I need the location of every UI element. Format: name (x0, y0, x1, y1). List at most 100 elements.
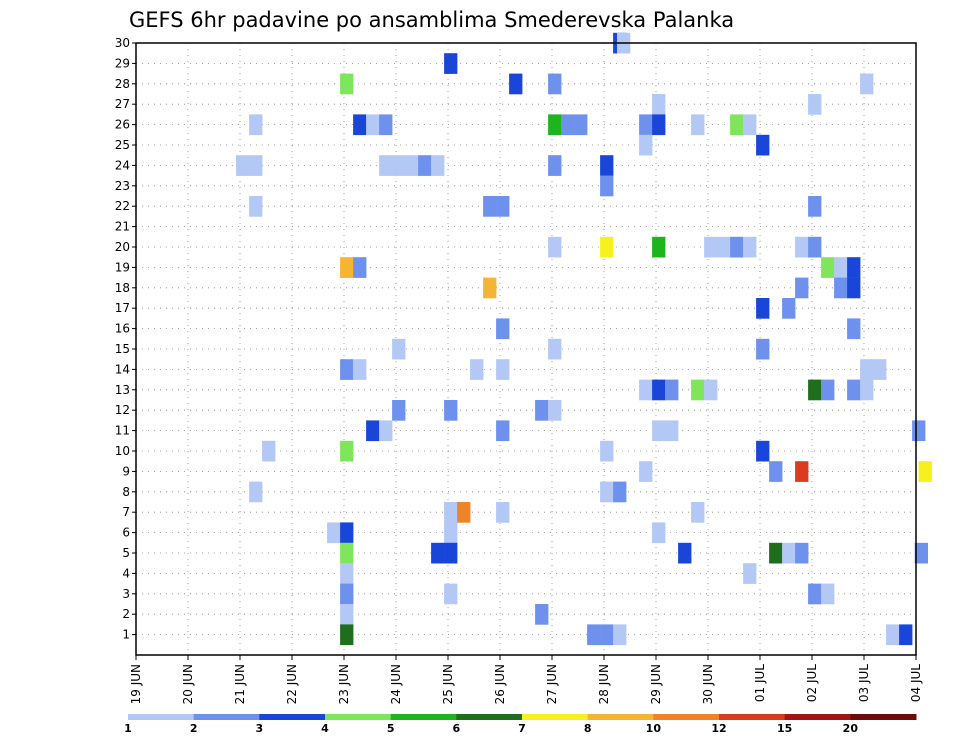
legend-swatch (259, 714, 326, 720)
precip-cell (743, 236, 757, 258)
precip-cell (600, 440, 614, 462)
precip-cell (496, 318, 510, 340)
precip-cell (600, 155, 614, 176)
precip-cell (444, 583, 458, 605)
y-tick-label: 13 (115, 383, 130, 397)
precip-cell (431, 542, 445, 564)
precip-cell (340, 440, 354, 462)
y-tick-label: 14 (115, 362, 130, 376)
legend-swatch (784, 714, 851, 720)
precip-cell (535, 604, 549, 625)
precip-cell (600, 624, 614, 646)
precip-cell (600, 175, 614, 197)
precip-cell (353, 114, 367, 136)
precip-cell (704, 236, 718, 258)
precip-cell (340, 542, 354, 564)
precip-cell (574, 114, 588, 136)
legend-label: 20 (843, 722, 859, 735)
legend-swatch (325, 714, 392, 720)
y-tick-label: 17 (115, 301, 130, 315)
precip-cell (795, 542, 809, 564)
precip-cell (353, 257, 367, 278)
precip-cell (639, 134, 653, 156)
x-tick-label: 29 JUN (649, 664, 663, 704)
x-tick-label: 03 JUL (857, 664, 871, 702)
y-tick-label: 2 (122, 607, 130, 621)
precip-cell (782, 298, 796, 319)
precip-cell (847, 277, 861, 299)
y-tick-label: 28 (115, 77, 130, 91)
precip-cell (678, 542, 692, 564)
x-tick-label: 24 JUN (389, 664, 403, 704)
legend-swatch (522, 714, 589, 720)
precip-cell (860, 379, 874, 401)
legend-swatch (193, 714, 260, 720)
precip-cell (392, 155, 406, 176)
legend-label: 2 (190, 722, 198, 735)
precip-cell (561, 114, 575, 136)
y-tick-label: 26 (115, 118, 130, 132)
precip-cell (600, 481, 614, 503)
legend-label: 15 (777, 722, 792, 735)
legend-swatch (850, 714, 917, 720)
precip-cell (704, 379, 718, 401)
precip-cell (392, 400, 406, 421)
x-tick-label: 26 JUN (493, 664, 507, 704)
x-tick-label: 25 JUN (441, 664, 455, 704)
precip-cell (834, 277, 848, 299)
precip-cell (548, 73, 562, 95)
legend-label: 5 (387, 722, 395, 735)
x-tick-label: 21 JUN (233, 664, 247, 704)
precip-cell (782, 542, 796, 564)
precip-cell (873, 359, 887, 380)
precip-cell (691, 379, 705, 401)
precip-cell (613, 481, 627, 503)
precip-cell (808, 196, 822, 217)
precip-cell (496, 359, 510, 380)
y-tick-label: 3 (122, 587, 130, 601)
precip-cell (743, 563, 757, 584)
precip-cell (379, 155, 393, 176)
precip-cell (691, 502, 705, 523)
precip-cell (366, 420, 380, 442)
precip-cell (756, 440, 770, 462)
x-tick-label: 22 JUN (285, 664, 299, 704)
y-tick-label: 18 (115, 281, 130, 295)
precip-cell (340, 257, 354, 278)
precip-cell (405, 155, 419, 176)
legend-label: 10 (646, 722, 662, 735)
x-tick-label: 20 JUN (181, 664, 195, 704)
precip-cell (769, 542, 783, 564)
precip-cell (639, 114, 653, 136)
precip-cell (652, 114, 666, 136)
precip-cell (665, 379, 679, 401)
precip-cell (444, 502, 458, 523)
x-tick-label: 28 JUN (597, 664, 611, 704)
x-tick-label: 27 JUN (545, 664, 559, 704)
y-tick-label: 16 (115, 322, 130, 336)
precip-cell (366, 114, 380, 136)
precip-cell (496, 502, 510, 523)
y-tick-label: 12 (115, 403, 130, 417)
y-axis: 1234567891011121314151617181920212223242… (115, 36, 136, 642)
x-tick-label: 04 JUL (909, 664, 923, 702)
precip-cell (613, 624, 627, 646)
y-tick-label: 20 (115, 240, 130, 254)
precip-cell (756, 134, 770, 156)
precip-cell (860, 73, 874, 95)
legend-label: 12 (711, 722, 726, 735)
x-axis: 19 JUN 20 JUN 21 JUN 22 JUN 23 JUN 24 JUN 25 J… (129, 655, 923, 704)
precip-cell (340, 583, 354, 605)
precip-cell (457, 502, 471, 523)
precip-cell (730, 236, 744, 258)
precip-cell (587, 624, 601, 646)
precip-cell (548, 114, 562, 136)
y-tick-label: 9 (122, 464, 130, 478)
precip-cell (652, 522, 666, 544)
precip-cell (652, 94, 666, 115)
y-tick-label: 8 (122, 485, 130, 499)
precip-cell (808, 94, 822, 115)
precip-cell (860, 359, 874, 380)
y-tick-label: 10 (115, 444, 130, 458)
precip-cell (340, 624, 354, 646)
